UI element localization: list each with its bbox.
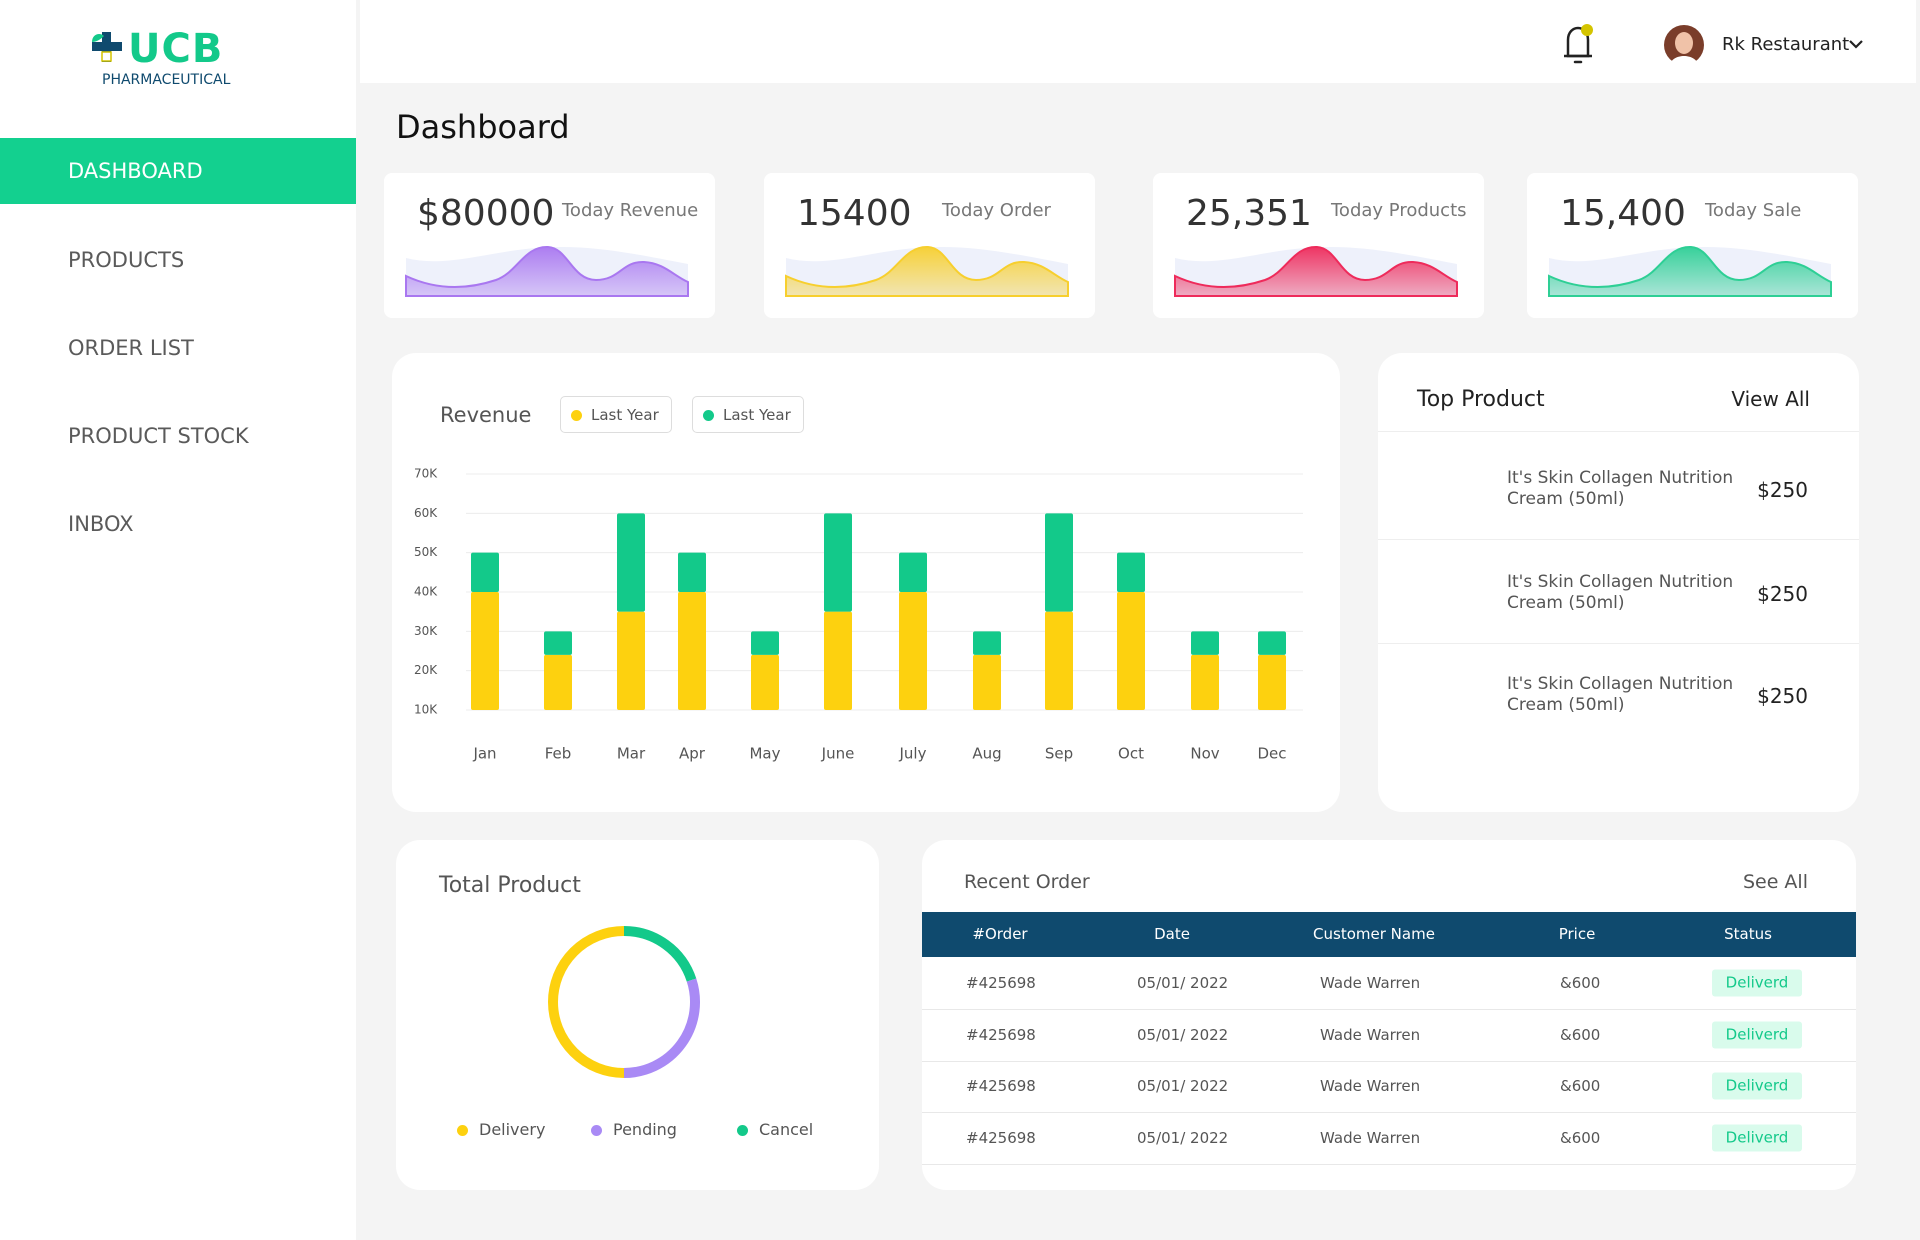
menu-item[interactable]: DASHBOARD — [0, 138, 356, 204]
stat-card: $80000 Today Revenue — [384, 173, 715, 318]
legend-dot — [591, 1125, 602, 1136]
total-product-title: Total Product — [439, 873, 581, 898]
total-product-card: Total Product Delivery Pending Cancel — [396, 840, 879, 1190]
row-divider — [922, 1061, 1856, 1062]
table-cell: Wade Warren — [1320, 1026, 1421, 1044]
table-cell: 05/01/ 2022 — [1137, 974, 1229, 992]
divider — [1378, 431, 1859, 432]
column-header: Price — [1558, 925, 1596, 943]
product-name: It's Skin Collagen Nutrition Cream (50ml… — [1507, 674, 1734, 715]
stat-card: 25,351 Today Products — [1153, 173, 1484, 318]
column-header: Status — [1724, 925, 1772, 943]
legend-item: Last Year — [692, 396, 804, 433]
row-divider — [922, 1164, 1856, 1165]
menu-item[interactable]: PRODUCTS — [68, 248, 185, 272]
recent-order-card: Recent Order See All #Order Date Customer … — [922, 840, 1856, 1190]
status-badge: Deliverd — [1712, 1021, 1802, 1049]
status-badge: Deliverd — [1712, 969, 1802, 997]
user-name[interactable]: Rk Restaurant — [1722, 34, 1850, 55]
logo-subtitle: PHARMACEUTICAL — [102, 72, 231, 88]
row-divider — [922, 1009, 1856, 1010]
table-cell: #425698 — [966, 1026, 1036, 1044]
divider — [1378, 643, 1859, 644]
menu-item[interactable]: PRODUCT STOCK — [68, 424, 249, 448]
status-badge: Deliverd — [1712, 1072, 1802, 1100]
table-cell: &600 — [1560, 1026, 1601, 1044]
stat-label: Today Products — [1331, 200, 1467, 221]
logo-name: UCB — [128, 26, 224, 72]
product-price: $250 — [1757, 582, 1808, 606]
table-cell: #425698 — [966, 1077, 1036, 1095]
recent-order-title: Recent Order — [964, 871, 1090, 893]
revenue-card: Revenue Last Year Last Year — [392, 353, 1340, 812]
notification-bell[interactable] — [1560, 22, 1596, 70]
stat-value: 25,351 — [1186, 193, 1312, 234]
column-header: Customer Name — [1313, 925, 1435, 943]
logo-icon — [92, 32, 122, 62]
legend-label: Cancel — [759, 1120, 814, 1139]
stat-label: Today Order — [942, 200, 1051, 221]
revenue-title: Revenue — [440, 403, 532, 427]
legend-item: Last Year — [560, 396, 672, 433]
stat-value: 15400 — [797, 193, 912, 234]
avatar[interactable] — [1664, 25, 1704, 65]
legend-label: Delivery — [479, 1120, 546, 1139]
stat-card: 15,400 Today Sale — [1527, 173, 1858, 318]
column-header: #Order — [972, 925, 1028, 943]
page-title: Dashboard — [396, 108, 570, 146]
table-cell: 05/01/ 2022 — [1137, 1026, 1229, 1044]
table-header: #Order Date Customer Name Price Status — [922, 912, 1856, 957]
status-badge: Deliverd — [1712, 1124, 1802, 1152]
column-header: Date — [1154, 925, 1190, 943]
product-price: $250 — [1757, 478, 1808, 502]
table-cell: 05/01/ 2022 — [1137, 1129, 1229, 1147]
legend-dot — [703, 410, 714, 421]
product-price: $250 — [1757, 684, 1808, 708]
legend-dot — [571, 410, 582, 421]
stat-value: 15,400 — [1560, 193, 1686, 234]
dropdown-chevron[interactable] — [1848, 38, 1864, 50]
menu-item[interactable]: INBOX — [68, 512, 134, 536]
table-cell: Wade Warren — [1320, 1129, 1421, 1147]
top-product-card: Top Product View All It's Skin Collagen … — [1378, 353, 1859, 812]
product-name: It's Skin Collagen Nutrition Cream (50ml… — [1507, 572, 1734, 613]
table-cell: &600 — [1560, 974, 1601, 992]
legend-dot — [737, 1125, 748, 1136]
table-cell: Wade Warren — [1320, 1077, 1421, 1095]
table-cell: &600 — [1560, 1129, 1601, 1147]
legend-label: Last Year — [591, 406, 659, 424]
row-divider — [922, 1112, 1856, 1113]
menu-item[interactable]: ORDER LIST — [68, 336, 194, 360]
stat-label: Today Revenue — [562, 200, 699, 221]
legend-label: Last Year — [723, 406, 791, 424]
stat-value: $80000 — [417, 193, 555, 234]
sidebar: UCB PHARMACEUTICAL DASHBOARD PRODUCTS ORDE… — [0, 0, 356, 1240]
table-cell: Wade Warren — [1320, 974, 1421, 992]
table-cell: &600 — [1560, 1077, 1601, 1095]
top-product-title: Top Product — [1417, 387, 1545, 412]
table-cell: #425698 — [966, 974, 1036, 992]
stat-label: Today Sale — [1705, 200, 1802, 221]
table-cell: 05/01/ 2022 — [1137, 1077, 1229, 1095]
product-name: It's Skin Collagen Nutrition Cream (50ml… — [1507, 468, 1734, 509]
view-all[interactable]: View All — [1731, 387, 1810, 411]
see-all[interactable]: See All — [1742, 871, 1808, 893]
stat-card: 15400 Today Order — [764, 173, 1095, 318]
legend-dot — [457, 1125, 468, 1136]
divider — [1378, 539, 1859, 540]
table-cell: #425698 — [966, 1129, 1036, 1147]
top-bar: Rk Restaurant — [360, 0, 1916, 83]
legend-label: Pending — [613, 1120, 677, 1139]
